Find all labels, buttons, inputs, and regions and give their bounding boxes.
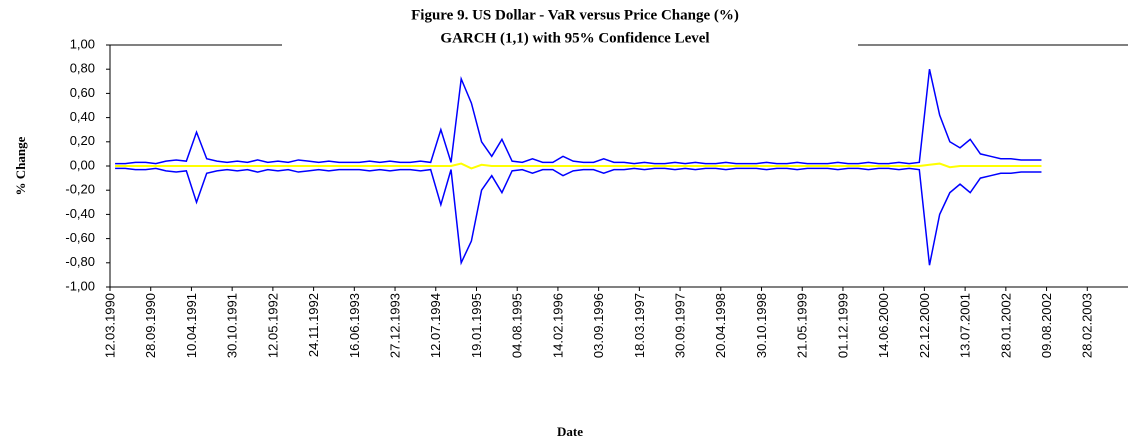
x-tick-label: 27.12.1993 — [387, 293, 402, 358]
y-tick-label: -0,80 — [65, 254, 95, 269]
x-tick-label: 14.02.1996 — [550, 293, 565, 358]
y-tick-label: 0,00 — [70, 157, 95, 172]
x-tick-label: 28.01.2002 — [998, 293, 1013, 358]
x-tick-label: 30.10.1991 — [225, 293, 240, 358]
x-tick-label: 28.02.2003 — [1080, 293, 1095, 358]
x-tick-label: 30.09.1997 — [673, 293, 688, 358]
chart-subtitle: GARCH (1,1) with 95% Confidence Level — [440, 30, 709, 46]
y-tick-label: -1,00 — [65, 278, 95, 293]
series-line — [115, 167, 1042, 266]
x-tick-label: 20.04.1998 — [713, 293, 728, 358]
x-tick-label: 12.05.1992 — [265, 293, 280, 358]
x-tick-label: 19.01.1995 — [469, 293, 484, 358]
x-tick-label: 14.06.2000 — [876, 293, 891, 358]
x-tick-label: 16.06.1993 — [347, 293, 362, 358]
x-tick-label: 09.08.2002 — [1039, 293, 1054, 358]
x-tick-label: 12.03.1990 — [102, 293, 117, 358]
y-tick-label: -0,20 — [65, 182, 95, 197]
x-tick-label: 28.09.1990 — [143, 293, 158, 358]
x-tick-label: 22.12.2000 — [917, 293, 932, 358]
x-tick-label: 04.08.1995 — [510, 293, 525, 358]
x-axis-title: Date — [557, 424, 583, 439]
y-tick-label: -0,40 — [65, 206, 95, 221]
x-tick-label: 12.07.1994 — [428, 293, 443, 358]
x-tick-label: 21.05.1999 — [795, 293, 810, 358]
series-line — [115, 162, 1042, 170]
y-tick-label: 1,00 — [70, 36, 95, 51]
y-axis-title: % Change — [13, 136, 28, 195]
x-tick-label: 03.09.1996 — [591, 293, 606, 358]
x-tick-label: 10.04.1991 — [184, 293, 199, 358]
y-tick-label: 0,60 — [70, 85, 95, 100]
y-tick-label: 0,40 — [70, 109, 95, 124]
x-tick-label: 01.12.1999 — [835, 293, 850, 358]
y-tick-label: 0,80 — [70, 61, 95, 76]
y-tick-label: -0,60 — [65, 230, 95, 245]
x-tick-label: 24.11.1992 — [306, 293, 321, 357]
x-tick-label: 13.07.2001 — [958, 293, 973, 358]
x-tick-label: 18.03.1997 — [632, 293, 647, 358]
chart-title: Figure 9. US Dollar - VaR versus Price C… — [411, 7, 739, 23]
x-tick-label: 30.10.1998 — [754, 293, 769, 358]
series-line — [115, 69, 1042, 165]
y-tick-label: 0,20 — [70, 133, 95, 148]
